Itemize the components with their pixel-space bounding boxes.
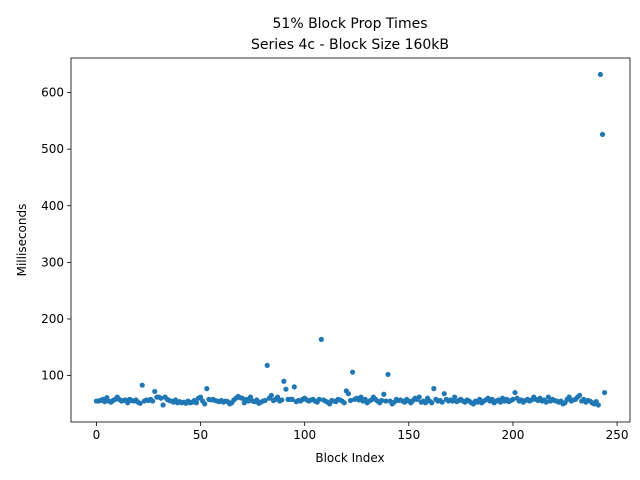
point [158,395,164,401]
x-tick-label: 200 [501,428,524,442]
point [597,71,604,78]
point [439,399,445,405]
point [291,384,297,390]
point [595,402,601,408]
y-axis-label: Milliseconds [15,204,29,277]
point [543,399,549,405]
point [275,394,281,400]
point [545,394,551,400]
point [512,389,518,396]
plot-frame [70,57,631,423]
point [383,398,389,404]
point [264,362,270,368]
point [152,388,158,395]
point [431,386,437,392]
point [449,398,456,404]
point [345,391,352,397]
point [239,395,245,401]
point [262,397,268,404]
y-tick-label: 300 [41,255,64,269]
x-tick-label: 100 [293,428,316,442]
point [316,396,322,402]
point [289,396,295,402]
point [452,394,458,400]
x-axis-label: Block Index [315,451,384,465]
point [566,394,572,400]
point [349,369,356,375]
chart-subtitle: Series 4c - Block Size 160kB [251,37,449,53]
point [358,394,364,400]
y-tick-label: 200 [41,312,64,326]
point [318,336,324,342]
point [429,400,435,406]
point [510,396,516,402]
point [150,398,156,404]
point [204,386,210,392]
point [379,397,385,404]
x-tick-label: 0 [93,428,101,442]
point [283,386,289,392]
y-tick-label: 400 [41,199,64,213]
point [139,382,145,388]
point [341,400,347,406]
point [599,131,606,138]
point [247,394,254,400]
point [441,391,447,397]
x-tick-label: 250 [606,428,629,442]
point [281,378,287,384]
y-tick-label: 600 [41,86,64,100]
point [385,371,391,378]
y-tick-label: 100 [41,369,64,383]
y-tick-label: 500 [41,142,64,156]
point [102,399,108,405]
point [268,392,274,398]
point [193,400,199,406]
point [202,401,208,407]
point [245,398,252,404]
point [601,389,608,396]
x-tick-label: 50 [193,428,208,442]
point [279,397,285,403]
point [137,400,143,406]
point [576,392,583,398]
point [381,391,387,397]
chart-title: 51% Block Prop Times [273,16,428,32]
point [422,400,429,406]
x-tick-label: 150 [397,428,420,442]
point [197,394,204,400]
point [160,402,166,408]
point [497,399,504,405]
point [347,397,354,404]
point [416,394,422,400]
